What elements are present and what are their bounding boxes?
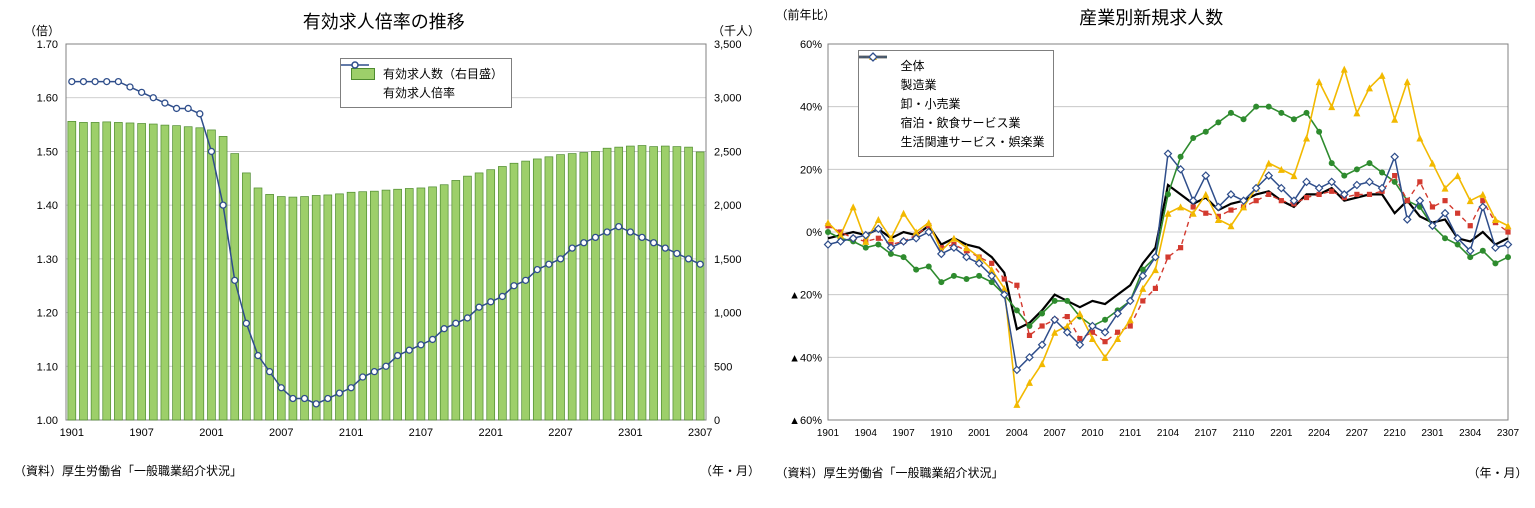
svg-text:40%: 40% <box>799 102 821 114</box>
svg-text:2304: 2304 <box>1459 428 1482 439</box>
legend-row-line: 有効求人倍率 <box>349 84 503 101</box>
svg-text:2301: 2301 <box>1421 428 1444 439</box>
svg-text:1.20: 1.20 <box>37 308 58 320</box>
svg-text:1907: 1907 <box>892 428 915 439</box>
svg-text:▲40%: ▲40% <box>789 352 822 364</box>
svg-text:▲20%: ▲20% <box>789 290 822 302</box>
svg-text:0: 0 <box>714 415 720 427</box>
chart-right-xaxis-label: （年・月） <box>1468 464 1528 481</box>
svg-text:2104: 2104 <box>1156 428 1179 439</box>
chart-right-legend: 全体 製造業 卸・小売業 宿泊・飲食サービス業 生活関連サービス・娯楽業 <box>858 50 1054 157</box>
legend-row-bars: 有効求人数（右目盛） <box>349 65 503 82</box>
svg-text:2010: 2010 <box>1081 428 1104 439</box>
svg-text:1.40: 1.40 <box>37 200 58 212</box>
svg-text:2,500: 2,500 <box>714 146 742 158</box>
svg-text:2307: 2307 <box>1496 428 1519 439</box>
svg-text:0%: 0% <box>806 227 822 239</box>
svg-text:▲60%: ▲60% <box>789 415 822 427</box>
legend-row-accom: 宿泊・飲食サービス業 <box>867 114 1045 131</box>
legend-life-label: 生活関連サービス・娯楽業 <box>901 133 1045 150</box>
svg-text:2201: 2201 <box>478 427 502 439</box>
chart-right-source: （資料）厚生労働省「一般職業紹介状況」 <box>776 464 1004 481</box>
legend-mfg-label: 製造業 <box>901 76 937 93</box>
svg-text:2007: 2007 <box>269 427 293 439</box>
svg-text:2001: 2001 <box>967 428 990 439</box>
svg-text:1.30: 1.30 <box>37 254 58 266</box>
chart-right-panel: （前年比） 産業別新規求人数 ▲60%▲40%▲20%0%20%40%60%19… <box>768 0 1535 508</box>
svg-text:2307: 2307 <box>688 427 712 439</box>
svg-text:2101: 2101 <box>339 427 363 439</box>
legend-row-total: 全体 <box>867 57 1045 74</box>
svg-text:2107: 2107 <box>1194 428 1217 439</box>
svg-text:1904: 1904 <box>854 428 877 439</box>
svg-text:2,000: 2,000 <box>714 200 742 212</box>
svg-text:2107: 2107 <box>409 427 433 439</box>
svg-text:2204: 2204 <box>1307 428 1330 439</box>
svg-text:1.00: 1.00 <box>37 415 58 427</box>
svg-text:2301: 2301 <box>618 427 642 439</box>
svg-text:2001: 2001 <box>199 427 223 439</box>
svg-text:2110: 2110 <box>1232 428 1254 439</box>
svg-text:2201: 2201 <box>1270 428 1293 439</box>
svg-text:1901: 1901 <box>60 427 84 439</box>
svg-text:1.10: 1.10 <box>37 361 58 373</box>
svg-text:500: 500 <box>714 361 732 373</box>
legend-retail-label: 卸・小売業 <box>901 95 961 112</box>
svg-text:60%: 60% <box>799 39 821 51</box>
legend-line-label: 有効求人倍率 <box>383 84 455 101</box>
svg-text:2207: 2207 <box>1345 428 1368 439</box>
legend-accom-label: 宿泊・飲食サービス業 <box>901 114 1021 131</box>
svg-text:2101: 2101 <box>1119 428 1142 439</box>
chart-left-legend: 有効求人数（右目盛） 有効求人倍率 <box>340 58 512 108</box>
svg-text:2004: 2004 <box>1005 428 1028 439</box>
legend-total-label: 全体 <box>901 57 925 74</box>
chart-left-xaxis-label: （年・月） <box>700 462 760 479</box>
svg-text:1907: 1907 <box>129 427 153 439</box>
svg-text:1.70: 1.70 <box>37 39 58 51</box>
svg-text:1.60: 1.60 <box>37 93 58 105</box>
legend-row-retail: 卸・小売業 <box>867 95 1045 112</box>
charts-container: （倍） 有効求人倍率の推移 （千人） 1.001.101.201.301.401… <box>0 0 1535 508</box>
svg-text:1,000: 1,000 <box>714 308 742 320</box>
svg-text:3,000: 3,000 <box>714 93 742 105</box>
svg-text:3,500: 3,500 <box>714 39 742 51</box>
legend-bar-label: 有効求人数（右目盛） <box>383 65 503 82</box>
svg-text:1910: 1910 <box>930 428 953 439</box>
chart-left-panel: （倍） 有効求人倍率の推移 （千人） 1.001.101.201.301.401… <box>0 0 768 508</box>
svg-text:20%: 20% <box>799 164 821 176</box>
svg-text:1.50: 1.50 <box>37 146 58 158</box>
chart-left-source: （資料）厚生労働省「一般職業紹介状況」 <box>14 462 242 479</box>
svg-text:1901: 1901 <box>816 428 839 439</box>
legend-row-mfg: 製造業 <box>867 76 1045 93</box>
svg-text:2210: 2210 <box>1383 428 1406 439</box>
svg-text:2007: 2007 <box>1043 428 1066 439</box>
svg-text:2207: 2207 <box>548 427 572 439</box>
line-swatch <box>349 87 377 99</box>
svg-text:1,500: 1,500 <box>714 254 742 266</box>
legend-row-life: 生活関連サービス・娯楽業 <box>867 133 1045 150</box>
